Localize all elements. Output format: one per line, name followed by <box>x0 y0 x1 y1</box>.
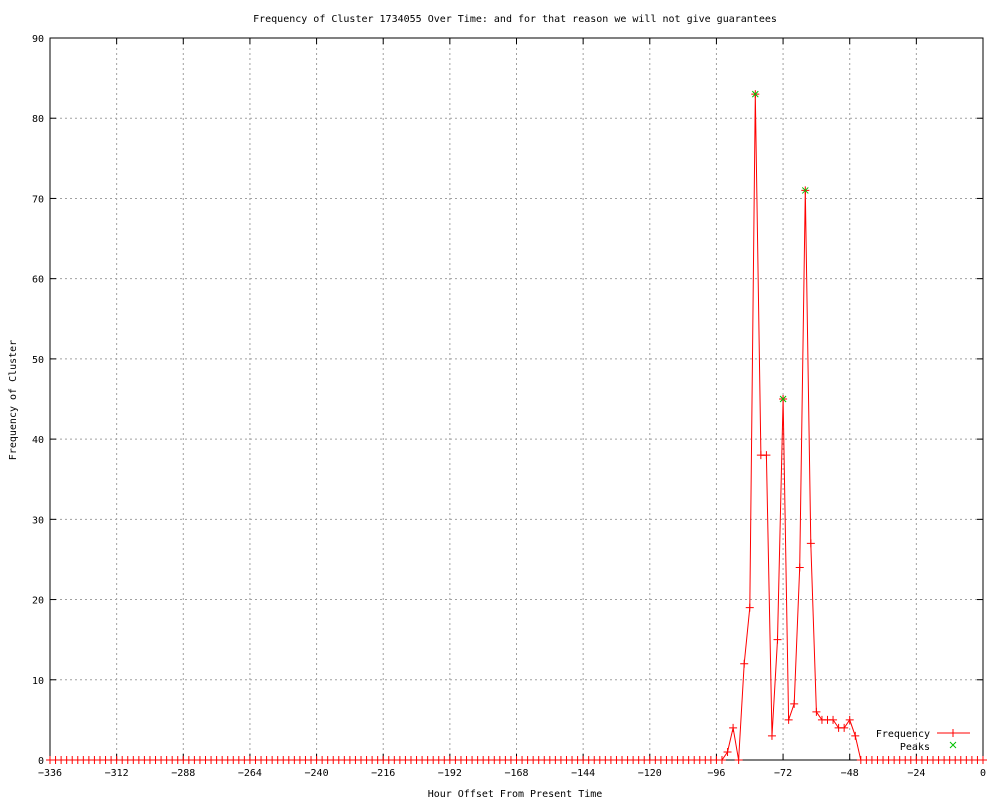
frequency-point <box>717 756 726 764</box>
peak-point <box>751 90 759 98</box>
frequency-point <box>795 563 804 572</box>
frequency-point <box>740 659 749 668</box>
x-tick-label: −336 <box>38 768 62 779</box>
legend-frequency-sample <box>937 729 970 737</box>
legend-label-peaks: Peaks <box>900 742 930 753</box>
frequency-point <box>784 715 793 724</box>
frequency-point <box>790 699 799 708</box>
frequency-point <box>979 756 987 764</box>
y-tick-label: 70 <box>32 194 44 205</box>
y-tick-label: 0 <box>38 756 44 767</box>
y-tick-label: 30 <box>32 515 44 526</box>
frequency-point <box>762 451 771 460</box>
frequency-point <box>723 747 732 756</box>
frequency-point <box>767 731 776 740</box>
frequency-point <box>806 539 815 548</box>
x-axis-label: Hour Offset From Present Time <box>428 789 603 800</box>
x-tick-label: −312 <box>105 768 129 779</box>
x-tick-label: −216 <box>371 768 395 779</box>
y-tick-label: 20 <box>32 596 44 607</box>
peak-point <box>779 395 787 403</box>
legend-peaks-sample <box>949 741 957 749</box>
x-tick-label: −264 <box>238 768 262 779</box>
frequency-point <box>840 723 849 732</box>
x-tick-label: −24 <box>907 768 925 779</box>
x-tick-label: −192 <box>438 768 462 779</box>
grid <box>50 38 983 760</box>
chart-title: Frequency of Cluster 1734055 Over Time: … <box>253 14 777 25</box>
legend-label-frequency: Frequency <box>876 729 930 740</box>
series <box>46 90 987 764</box>
frequency-point <box>812 707 821 716</box>
frequency-point <box>734 756 743 764</box>
frequency-point <box>745 603 754 612</box>
frequency-point <box>729 723 738 732</box>
x-tick-label: −240 <box>305 768 329 779</box>
y-tick-label: 40 <box>32 435 44 446</box>
legend: Frequency Peaks <box>876 729 970 753</box>
frequency-point <box>829 715 838 724</box>
x-tick-label: −48 <box>841 768 859 779</box>
y-tick-label: 60 <box>32 275 44 286</box>
frequency-point <box>845 715 854 724</box>
y-tick-label: 10 <box>32 676 44 687</box>
y-tick-label: 50 <box>32 355 44 366</box>
x-tick-label: −96 <box>707 768 725 779</box>
x-tick-label: −144 <box>571 768 595 779</box>
x-tick-label: −72 <box>774 768 792 779</box>
y-tick-label: 80 <box>32 114 44 125</box>
x-tick-label: −288 <box>171 768 195 779</box>
y-tick-label: 90 <box>32 34 44 45</box>
x-tick-label: −120 <box>638 768 662 779</box>
x-tick-label: 0 <box>980 768 986 779</box>
peak-point <box>801 187 809 194</box>
x-tick-label: −168 <box>504 768 528 779</box>
y-axis-label: Frequency of Cluster <box>8 340 19 460</box>
frequency-point <box>851 731 860 740</box>
frequency-point <box>773 635 782 644</box>
